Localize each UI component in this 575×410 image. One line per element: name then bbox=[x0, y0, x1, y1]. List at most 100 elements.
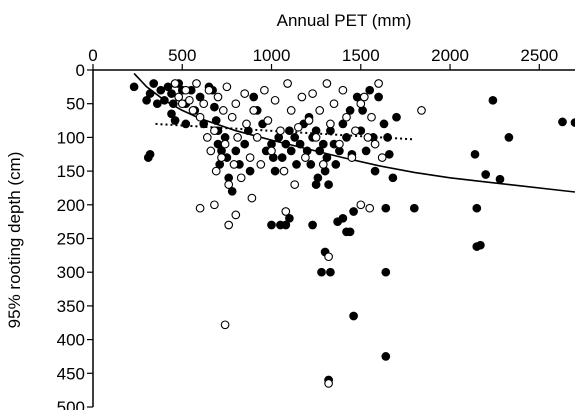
filled-point bbox=[381, 352, 391, 361]
x-tick-label: 1000 bbox=[253, 46, 291, 65]
open-point bbox=[240, 89, 250, 98]
filled-point bbox=[277, 153, 287, 162]
open-point bbox=[222, 82, 232, 92]
open-point bbox=[279, 166, 289, 176]
open-point bbox=[185, 95, 194, 105]
filled-point bbox=[361, 146, 371, 156]
x-tick-label: 0 bbox=[88, 46, 97, 65]
open-point bbox=[290, 180, 300, 189]
filled-point bbox=[409, 203, 419, 213]
filled-point bbox=[281, 139, 291, 149]
open-point bbox=[283, 79, 292, 88]
open-point bbox=[242, 119, 251, 129]
y-tick-label: 300 bbox=[57, 263, 85, 282]
data-points bbox=[129, 79, 575, 388]
open-point bbox=[211, 166, 221, 176]
open-point bbox=[267, 146, 276, 156]
filled-point bbox=[381, 203, 391, 213]
filled-point bbox=[199, 119, 209, 129]
filled-point bbox=[227, 186, 237, 196]
open-point bbox=[297, 92, 307, 102]
y-tick-label: 500 bbox=[57, 398, 85, 410]
open-point bbox=[177, 99, 187, 109]
open-point bbox=[351, 126, 360, 136]
filled-point bbox=[231, 146, 241, 156]
axes: 0 500 1000 1500 2000 2500 0 50 100 150 200 250 300 35… bbox=[57, 46, 575, 410]
open-point bbox=[188, 106, 198, 115]
filled-point bbox=[311, 180, 321, 189]
open-point bbox=[359, 92, 369, 102]
x-tick-label: 1500 bbox=[342, 46, 380, 65]
open-point bbox=[217, 153, 226, 162]
filled-point bbox=[160, 95, 169, 105]
y-tick-label: 200 bbox=[57, 196, 85, 215]
filled-point bbox=[195, 92, 205, 102]
filled-point bbox=[267, 220, 276, 230]
open-point bbox=[213, 92, 223, 102]
open-point bbox=[249, 106, 259, 115]
open-point bbox=[370, 139, 380, 149]
open-point bbox=[324, 252, 333, 262]
filled-point bbox=[504, 133, 514, 142]
open-point bbox=[192, 79, 201, 88]
open-point bbox=[224, 180, 234, 189]
open-point bbox=[210, 126, 219, 136]
open-point bbox=[311, 133, 321, 142]
y-axis-title: 95% rooting depth (cm) bbox=[5, 152, 24, 329]
open-point bbox=[301, 153, 310, 162]
filled-point bbox=[476, 240, 485, 250]
open-point bbox=[356, 99, 366, 109]
open-point bbox=[202, 133, 212, 142]
filled-point bbox=[338, 119, 348, 129]
filled-point bbox=[570, 118, 575, 127]
open-point bbox=[363, 133, 373, 142]
open-point bbox=[304, 116, 314, 125]
filled-point bbox=[342, 133, 351, 142]
filled-point bbox=[331, 160, 341, 169]
filled-point bbox=[281, 220, 291, 230]
open-point bbox=[199, 99, 209, 109]
open-point bbox=[342, 112, 351, 122]
open-point bbox=[231, 210, 241, 220]
open-point bbox=[417, 106, 426, 115]
open-point bbox=[174, 92, 184, 102]
filled-point bbox=[365, 85, 375, 95]
filled-point bbox=[345, 106, 355, 115]
filled-point bbox=[211, 116, 221, 125]
open-point bbox=[206, 146, 216, 156]
filled-point bbox=[379, 119, 389, 129]
filled-point bbox=[240, 139, 250, 149]
filled-point bbox=[149, 79, 159, 88]
filled-point bbox=[392, 112, 401, 122]
filled-point bbox=[249, 92, 259, 102]
y-tick-label: 0 bbox=[76, 61, 85, 80]
filled-point bbox=[481, 170, 491, 179]
open-point bbox=[315, 106, 325, 115]
y-tick-label: 250 bbox=[57, 230, 85, 249]
open-point bbox=[377, 153, 387, 162]
x-axis-title: Annual PET (mm) bbox=[277, 11, 412, 30]
open-point bbox=[236, 173, 246, 183]
open-point bbox=[270, 95, 280, 105]
filled-point bbox=[470, 149, 480, 159]
filled-point bbox=[145, 149, 155, 159]
open-point bbox=[322, 79, 332, 88]
open-point bbox=[252, 133, 262, 142]
filled-point bbox=[152, 99, 162, 109]
y-tick-label: 400 bbox=[57, 331, 85, 350]
open-point bbox=[286, 106, 296, 115]
filled-point bbox=[285, 126, 294, 136]
filled-point bbox=[322, 153, 332, 162]
filled-point bbox=[290, 133, 300, 142]
open-point bbox=[224, 220, 234, 230]
filled-point bbox=[318, 139, 328, 149]
open-point bbox=[308, 89, 317, 98]
open-point bbox=[326, 119, 335, 129]
filled-point bbox=[326, 267, 335, 277]
filled-point bbox=[145, 89, 155, 98]
filled-point bbox=[167, 89, 176, 98]
filled-point bbox=[324, 180, 333, 189]
filled-point bbox=[388, 173, 398, 183]
open-point bbox=[247, 193, 257, 203]
